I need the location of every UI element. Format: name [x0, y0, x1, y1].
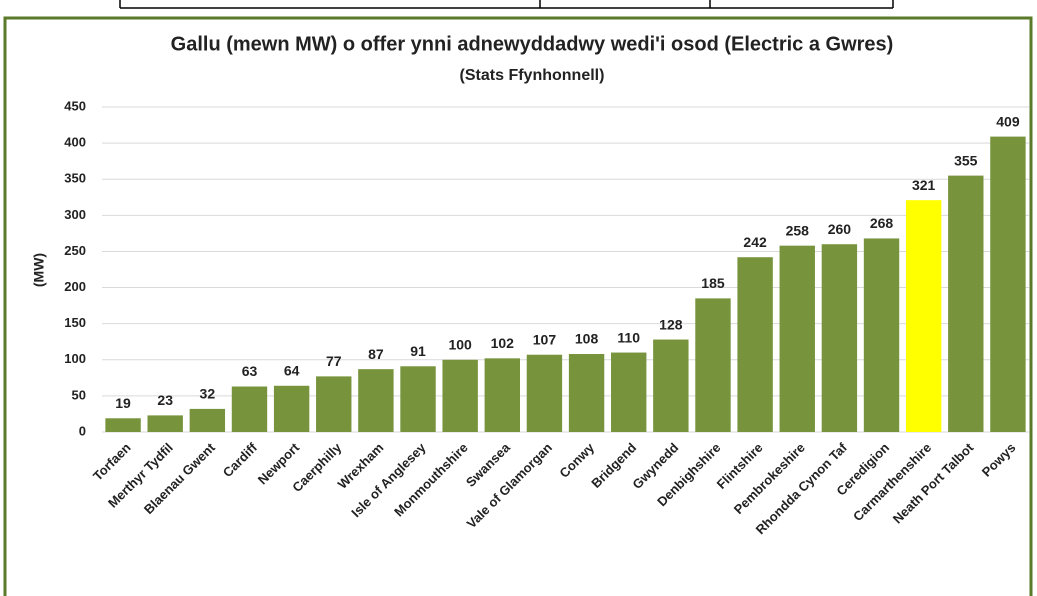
- bar: [863, 238, 900, 432]
- x-tick-label: Cardiff: [220, 439, 261, 480]
- bar: [905, 200, 942, 432]
- bar: [948, 175, 984, 432]
- value-label: 91: [410, 343, 426, 359]
- x-tick-label: Neath Port Talbot: [890, 439, 977, 526]
- bar: [273, 385, 310, 432]
- value-label: 321: [912, 177, 936, 193]
- bar: [189, 408, 226, 432]
- bar: [147, 415, 183, 432]
- value-label: 108: [575, 331, 599, 347]
- y-tick-label: 450: [64, 98, 86, 113]
- value-label: 23: [157, 392, 173, 408]
- value-label: 268: [870, 215, 894, 231]
- value-label: 409: [996, 113, 1020, 129]
- y-tick-label: 100: [64, 351, 86, 366]
- y-tick-label: 250: [64, 243, 86, 258]
- bar: [316, 376, 352, 432]
- y-tick-label: 150: [64, 315, 86, 330]
- value-label: 258: [786, 222, 810, 238]
- y-tick-label: 50: [72, 387, 86, 402]
- value-label: 19: [115, 395, 131, 411]
- bar: [231, 386, 268, 432]
- y-axis-label: (MW): [31, 253, 47, 287]
- bar: [358, 369, 394, 432]
- bar: [653, 339, 689, 432]
- x-tick-label: Monmouthshire: [391, 440, 471, 520]
- value-label: 242: [743, 234, 767, 250]
- x-tick-label: Blaenau Gwent: [141, 439, 218, 516]
- bar: [568, 354, 605, 432]
- bar: [611, 352, 647, 432]
- y-tick-label: 200: [64, 279, 86, 294]
- bar: [737, 257, 773, 432]
- value-label: 32: [200, 386, 216, 402]
- value-label: 64: [284, 362, 300, 378]
- top-table-strip: [119, 0, 894, 9]
- value-label: 185: [701, 275, 725, 291]
- value-label: 87: [368, 346, 384, 362]
- x-tick-label: Conwy: [556, 439, 597, 480]
- chart-title: Gallu (mewn MW) o offer ynni adnewyddadw…: [171, 33, 894, 55]
- x-tick-label: Isle of Anglesey: [348, 439, 429, 520]
- y-tick-label: 400: [64, 135, 86, 150]
- value-label: 77: [326, 353, 342, 369]
- bar: [442, 359, 478, 432]
- y-tick-label: 300: [64, 207, 86, 222]
- bar: [526, 354, 563, 432]
- value-label: 128: [659, 316, 683, 332]
- y-tick-label: 350: [64, 171, 86, 186]
- bar: [990, 136, 1026, 432]
- value-label: 260: [828, 221, 852, 237]
- bar: [821, 244, 858, 432]
- value-label: 102: [491, 335, 515, 351]
- x-tick-label: Powys: [979, 440, 1019, 480]
- chart-frame: [3, 16, 1033, 596]
- value-label: 110: [617, 329, 640, 345]
- value-label: 63: [242, 363, 258, 379]
- value-label: 100: [448, 336, 472, 352]
- chart-subtitle: (Stats Ffynhonnell): [460, 67, 605, 84]
- value-label: 355: [954, 152, 978, 168]
- bar: [695, 298, 731, 432]
- bar: [105, 418, 141, 432]
- x-tick-label: Carmarthenshire: [850, 440, 934, 524]
- bar: [484, 358, 520, 432]
- bar: [779, 245, 815, 432]
- y-tick-label: 0: [79, 423, 86, 438]
- value-label: 107: [533, 331, 557, 347]
- bar: [400, 366, 436, 432]
